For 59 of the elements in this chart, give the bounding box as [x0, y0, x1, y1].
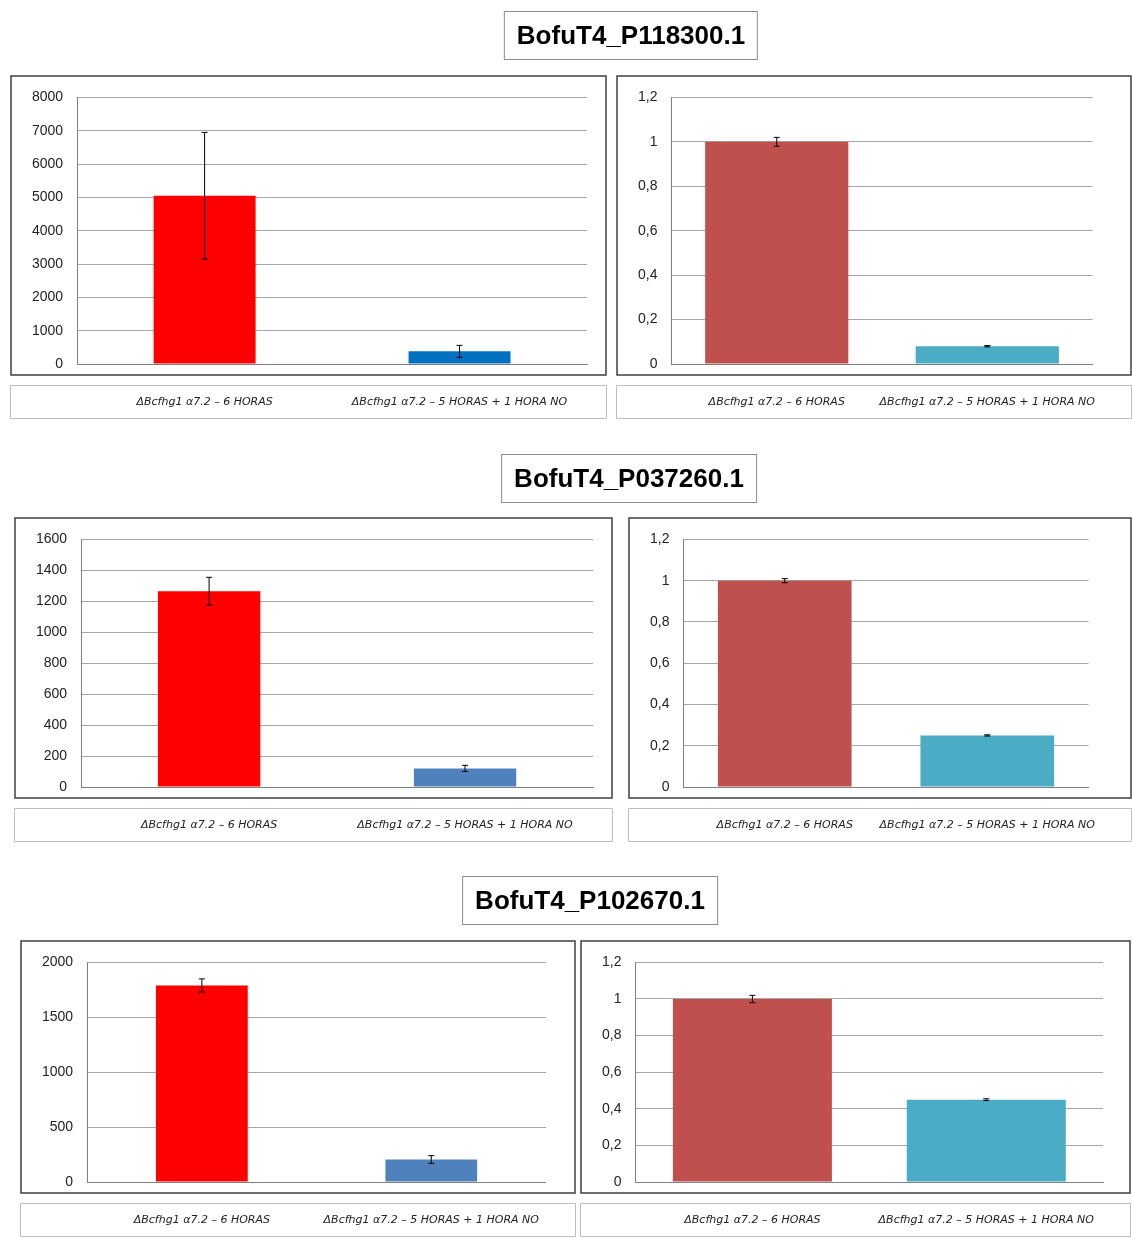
y-tick-label: 500	[49, 1117, 74, 1134]
y-tick-label: 3000	[31, 254, 64, 271]
y-tick-label: 600	[43, 685, 68, 702]
x-tick-label: ΔBcfhg1 α7.2 – 6 HORAS	[139, 818, 278, 832]
y-tick-label: 1,2	[601, 953, 622, 970]
y-tick-label: 0	[613, 1172, 622, 1189]
y-tick-label: 1000	[41, 1063, 74, 1080]
y-tick-label: 400	[43, 715, 68, 732]
chart-title: BofuT4_P037260.1	[501, 454, 757, 503]
y-tick-label: 2000	[31, 288, 64, 305]
y-tick-label: 0,6	[637, 221, 658, 238]
y-tick-label: 0	[661, 777, 670, 794]
y-tick-label: 0,2	[601, 1136, 622, 1153]
y-tick-label: 0,2	[637, 310, 658, 327]
chart-title: BofuT4_P118300.1	[503, 11, 759, 60]
y-tick-label: 200	[43, 746, 68, 763]
x-tick-label: ΔBcfhg1 α7.2 – 6 HORAS	[707, 395, 845, 409]
x-tick-label: ΔBcfhg1 α7.2 – 5 HORAS + 1 HORA NO	[878, 818, 1096, 832]
y-tick-label: 1200	[35, 592, 68, 609]
chart-title: BofuT4_P102670.1	[462, 876, 718, 925]
y-tick-label: 0	[59, 777, 68, 794]
y-tick-label: 1	[649, 132, 658, 149]
y-tick-label: 0,6	[601, 1063, 622, 1080]
x-tick-label: ΔBcfhg1 α7.2 – 5 HORAS + 1 HORA NO	[350, 395, 568, 409]
y-tick-label: 0,8	[601, 1026, 622, 1043]
y-tick-label: 6000	[31, 154, 64, 171]
x-tick-label: ΔBcfhg1 α7.2 – 5 HORAS + 1 HORA NO	[878, 395, 1096, 409]
y-tick-label: 4000	[31, 221, 64, 238]
y-tick-label: 5000	[31, 188, 64, 205]
x-tick-label: ΔBcfhg1 α7.2 – 5 HORAS + 1 HORA NO	[356, 818, 574, 832]
y-tick-label: 2000	[41, 953, 74, 970]
y-tick-label: 800	[43, 654, 68, 671]
y-tick-label: 1	[613, 989, 622, 1006]
y-tick-label: 1	[661, 571, 670, 588]
y-tick-label: 1000	[35, 623, 68, 640]
y-tick-label: 0	[649, 354, 658, 371]
y-tick-label: 0	[65, 1172, 74, 1189]
y-tick-label: 0,2	[649, 736, 670, 753]
y-tick-label: 8000	[31, 88, 64, 105]
x-tick-label: ΔBcfhg1 α7.2 – 6 HORAS	[135, 395, 273, 409]
y-tick-label: 0,6	[649, 654, 670, 671]
y-tick-label: 1600	[35, 530, 68, 547]
x-tick-label: ΔBcfhg1 α7.2 – 6 HORAS	[715, 818, 853, 832]
y-tick-label: 1500	[41, 1008, 74, 1025]
y-tick-label: 0,4	[601, 1099, 622, 1116]
y-tick-label: 0,8	[637, 177, 658, 194]
y-tick-label: 0	[55, 354, 64, 371]
y-tick-label: 1,2	[649, 530, 670, 547]
x-tick-label: ΔBcfhg1 α7.2 – 5 HORAS + 1 HORA NO	[322, 1213, 540, 1227]
y-tick-label: 0,4	[637, 265, 658, 282]
y-tick-label: 0,8	[649, 612, 670, 629]
x-tick-label: ΔBcfhg1 α7.2 – 5 HORAS + 1 HORA NO	[877, 1213, 1095, 1227]
x-tick-label: ΔBcfhg1 α7.2 – 6 HORAS	[683, 1213, 821, 1227]
y-tick-label: 1000	[31, 321, 64, 338]
y-tick-label: 0,4	[649, 695, 670, 712]
y-tick-label: 1400	[35, 561, 68, 578]
y-tick-label: 7000	[31, 121, 64, 138]
x-tick-label: ΔBcfhg1 α7.2 – 6 HORAS	[132, 1213, 270, 1227]
y-tick-label: 1,2	[637, 88, 658, 105]
